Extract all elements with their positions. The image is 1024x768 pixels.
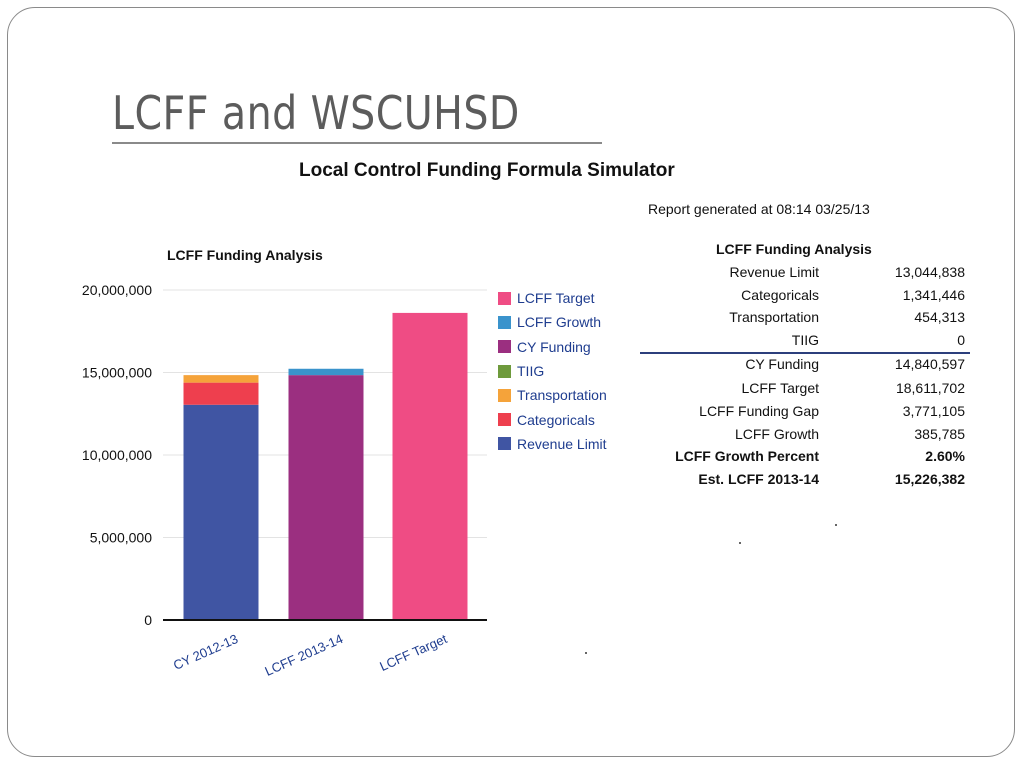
table-row: Est. LCFF 2013-14 15,226,382 [640, 469, 970, 492]
row-label: Categoricals [741, 286, 819, 303]
row-value: 1,341,446 [902, 286, 965, 303]
row-label: LCFF Growth Percent [675, 448, 819, 465]
legend-label: Transportation [517, 387, 607, 404]
table-row: Transportation 454,313 [640, 307, 970, 330]
x-category-label: LCFF Target [377, 631, 449, 674]
chart-title: LCFF Funding Analysis [167, 247, 323, 263]
legend-swatch [498, 315, 511, 329]
scan-speck [835, 524, 837, 526]
legend-item: LCFF Target [498, 286, 607, 310]
row-label: CY Funding [745, 356, 819, 373]
funding-bar-chart: 0 5,000,000 10,000,000 15,000,000 20,000,000… [82, 282, 487, 679]
bar-segment [183, 382, 259, 405]
table-title: LCFF Funding Analysis [716, 241, 872, 257]
legend-item: Categoricals [498, 407, 607, 431]
legend-swatch [498, 437, 511, 451]
row-value: 3,771,105 [902, 402, 965, 419]
slide-frame [7, 7, 1015, 757]
x-category-label: LCFF 2013-14 [263, 631, 346, 679]
row-value: 454,313 [914, 309, 965, 326]
simulator-title: Local Control Funding Formula Simulator [299, 160, 675, 181]
x-category-label: CY 2012-13 [171, 631, 240, 673]
row-label: Est. LCFF 2013-14 [698, 470, 819, 487]
table-row: Categoricals 1,341,446 [640, 285, 970, 308]
legend-swatch [498, 340, 511, 354]
row-label: Revenue Limit [729, 264, 820, 280]
y-tick-label: 10,000,000 [82, 447, 152, 463]
row-value: 0 [957, 331, 965, 348]
title-underline [112, 142, 602, 144]
table-row: CY Funding 14,840,597 [640, 354, 970, 378]
row-value: 14,840,597 [894, 356, 965, 373]
row-label: LCFF Growth [734, 425, 819, 442]
row-label: LCFF Target [741, 380, 819, 397]
y-tick-label: 0 [144, 612, 152, 628]
legend-swatch [498, 413, 511, 427]
row-value: 13,044,838 [894, 264, 965, 280]
table-row: TIIG 0 [640, 330, 970, 355]
bar-segment [392, 312, 468, 620]
legend-swatch [498, 364, 511, 378]
y-tick-label: 5,000,000 [90, 530, 152, 546]
legend-swatch [498, 291, 511, 305]
legend-swatch [498, 388, 511, 402]
legend-label: Categoricals [517, 411, 595, 428]
row-value: 385,785 [914, 425, 965, 442]
legend-label: TIIG [517, 363, 545, 380]
legend-item: Transportation [498, 383, 607, 407]
legend-item: CY Funding [498, 335, 607, 359]
table-row: LCFF Growth 385,785 [640, 424, 970, 447]
legend-item: Revenue Limit [498, 432, 607, 456]
row-label: LCFF Funding Gap [699, 402, 819, 419]
chart-legend: LCFF Target LCFF Growth CY Funding TIIG Tran… [498, 286, 607, 456]
scan-speck [739, 542, 741, 544]
legend-label: Revenue Limit [517, 435, 607, 452]
legend-item: LCFF Growth [498, 310, 607, 334]
scan-speck [585, 652, 587, 654]
legend-item: TIIG [498, 359, 607, 383]
y-tick-label: 20,000,000 [82, 282, 152, 298]
legend-label: CY Funding [517, 338, 591, 355]
row-value: 2.60% [925, 448, 965, 465]
funding-analysis-table: Revenue Limit 13,044,838 Categoricals 1,341… [640, 262, 970, 491]
bar-segment [288, 368, 364, 376]
table-row: Revenue Limit 13,044,838 [640, 262, 970, 285]
row-value: 18,611,702 [895, 380, 965, 397]
row-label: Transportation [729, 309, 819, 326]
table-row: LCFF Funding Gap 3,771,105 [640, 401, 970, 424]
bar-segment [183, 404, 259, 620]
bar-segment [183, 375, 259, 383]
legend-label: LCFF Growth [517, 314, 602, 331]
row-label: TIIG [791, 331, 819, 348]
slide-title: LCFF and WSCUHSD [112, 86, 520, 140]
table-row: LCFF Growth Percent 2.60% [640, 446, 970, 469]
y-tick-label: 15,000,000 [82, 365, 152, 381]
legend-label: LCFF Target [517, 290, 595, 307]
table-row: LCFF Target 18,611,702 [640, 378, 970, 401]
row-value: 15,226,382 [894, 470, 965, 487]
report-generated-text: Report generated at 08:14 03/25/13 [648, 201, 870, 217]
bar-segment [288, 375, 364, 620]
